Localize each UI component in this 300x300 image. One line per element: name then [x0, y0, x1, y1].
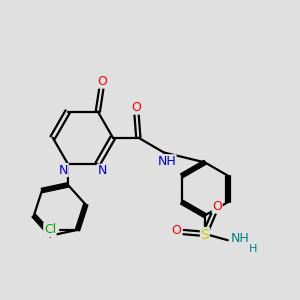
Text: NH: NH: [231, 232, 250, 245]
Text: NH: NH: [157, 155, 176, 168]
Text: Cl: Cl: [44, 224, 56, 236]
Text: O: O: [212, 200, 222, 213]
Text: H: H: [249, 244, 257, 254]
Text: N: N: [59, 164, 68, 176]
Text: O: O: [97, 75, 107, 88]
Text: N: N: [98, 164, 107, 177]
Text: S: S: [200, 228, 209, 242]
Text: O: O: [131, 101, 141, 114]
Text: O: O: [171, 224, 181, 237]
